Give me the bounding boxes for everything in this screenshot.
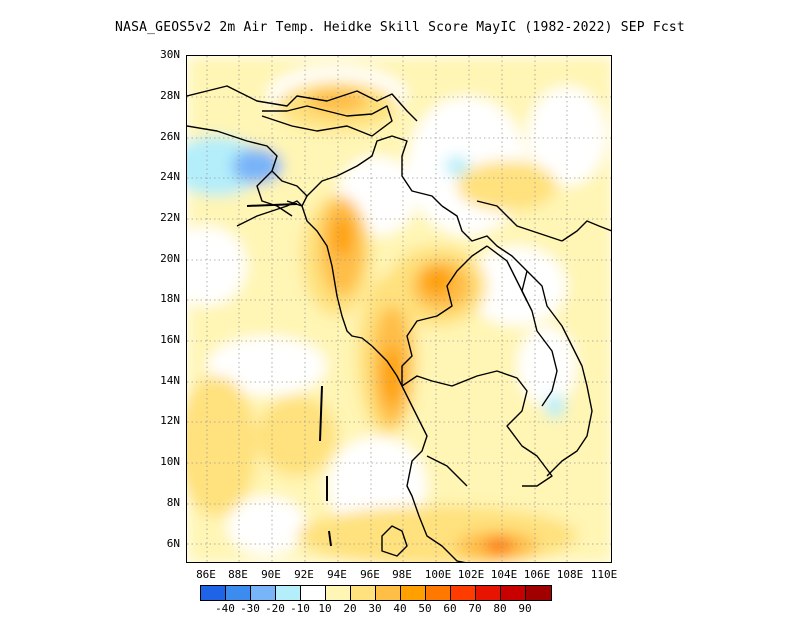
colorbar-tick-label: 30 (368, 602, 382, 615)
islands (246, 203, 332, 547)
lon-label: 100E (424, 568, 452, 581)
lat-label: 8N (166, 496, 180, 509)
colorbar-tick-label: 90 (518, 602, 532, 615)
lat-label: 10N (160, 455, 180, 468)
lat-label: 22N (160, 211, 180, 224)
colorbar-swatch (426, 586, 451, 600)
colorbar-tick-label: 40 (393, 602, 407, 615)
colorbar-tick-label: 80 (493, 602, 507, 615)
lon-label: 96E (360, 568, 380, 581)
lon-label: 98E (392, 568, 412, 581)
lat-label: 18N (160, 292, 180, 305)
lat-label: 28N (160, 89, 180, 102)
lon-label: 110E (590, 568, 618, 581)
colorbar-swatch (251, 586, 276, 600)
chart-title: NASA_GEOS5v2 2m Air Temp. Heidke Skill S… (115, 20, 685, 35)
colorbar-tick-label: 70 (468, 602, 482, 615)
colorbar-swatch (326, 586, 351, 600)
lat-label: 14N (160, 374, 180, 387)
colorbar-swatch (451, 586, 476, 600)
lat-label: 30N (160, 48, 180, 61)
colorbar (200, 585, 552, 601)
lat-label: 6N (166, 537, 180, 550)
colorbar-swatch (201, 586, 226, 600)
colorbar-tick-label: -20 (265, 602, 285, 615)
map-panel (186, 55, 612, 563)
lon-label: 92E (294, 568, 314, 581)
colorbar-swatch (351, 586, 376, 600)
lon-label: 94E (327, 568, 347, 581)
lon-label: 106E (523, 568, 551, 581)
colorbar-swatch (301, 586, 326, 600)
colorbar-tick-label: 50 (418, 602, 432, 615)
colorbar-tick-label: 20 (343, 602, 357, 615)
lat-label: 16N (160, 333, 180, 346)
colorbar-swatch (501, 586, 526, 600)
lon-label: 90E (261, 568, 281, 581)
colorbar-tick-label: -40 (215, 602, 235, 615)
lat-label: 20N (160, 252, 180, 265)
colorbar-swatch (376, 586, 401, 600)
colorbar-swatch (226, 586, 251, 600)
colorbar-swatch (276, 586, 301, 600)
colorbar-swatch (526, 586, 551, 600)
lat-label: 12N (160, 414, 180, 427)
colorbar-tick-label: 60 (443, 602, 457, 615)
lon-label: 104E (490, 568, 518, 581)
lon-label: 102E (457, 568, 485, 581)
lon-label: 88E (228, 568, 248, 581)
colorbar-tick-label: 10 (318, 602, 332, 615)
shaded-field (187, 56, 611, 562)
colorbar-tick-label: -30 (240, 602, 260, 615)
lon-label: 108E (556, 568, 584, 581)
coastlines-and-borders (187, 85, 611, 562)
colorbar-swatch (401, 586, 426, 600)
colorbar-swatch (476, 586, 501, 600)
skill-score-map (187, 56, 611, 562)
lon-label: 86E (196, 568, 216, 581)
lat-label: 26N (160, 130, 180, 143)
lat-label: 24N (160, 170, 180, 183)
colorbar-tick-label: -10 (290, 602, 310, 615)
